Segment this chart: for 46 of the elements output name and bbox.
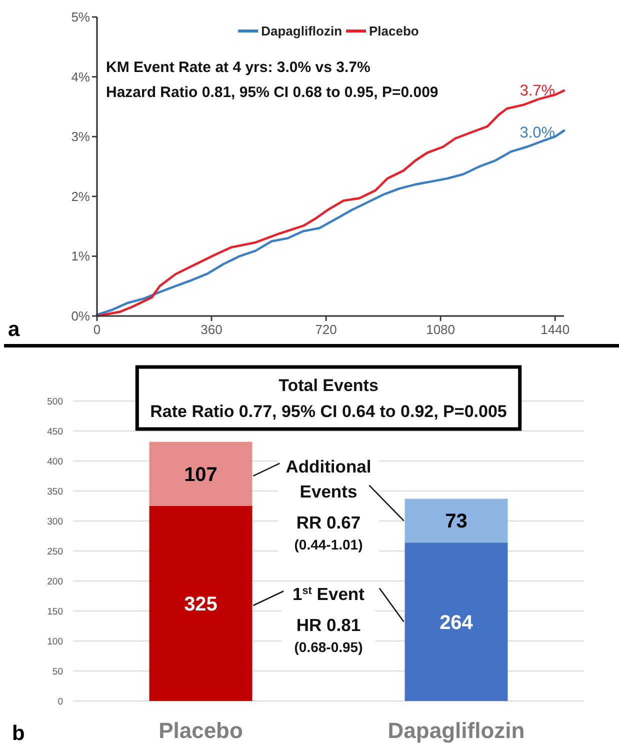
annotation: KM Event Rate at 4 yrs: 3.0% vs 3.7% (106, 59, 370, 76)
x-tick-label: 1080 (426, 322, 456, 337)
annotation: (0.68-0.95) (294, 639, 363, 656)
annotation: Hazard Ratio 0.81, 95% CI 0.68 to 0.95, P=0.009 (106, 84, 438, 101)
bar (149, 442, 252, 506)
y-tick-label: 200 (47, 576, 63, 588)
annotation: HR 0.81 (296, 615, 361, 636)
y-tick-label: 0 (58, 696, 63, 708)
y-tick-label: 1% (71, 248, 90, 264)
y-tick-label: 500 (47, 396, 63, 408)
y-tick-label: 0% (71, 308, 90, 324)
legend-label: Placebo (369, 24, 419, 38)
x-tick-label: 720 (315, 322, 337, 337)
chart-title: Total Events (278, 376, 378, 395)
y-tick-label: 100 (47, 636, 63, 648)
bar (149, 506, 252, 701)
text: a (8, 318, 20, 341)
legend-label: Dapagliflozin (261, 24, 342, 38)
y-tick-label: 150 (47, 606, 63, 618)
y-tick-label: 4% (71, 69, 90, 84)
data-label: 107 (184, 464, 218, 486)
y-tick-label: 400 (47, 456, 63, 468)
x-tick-label: 360 (200, 322, 222, 337)
series-label: Additional Events (286, 456, 372, 502)
x-tick-label: 1440 (540, 322, 570, 337)
data-label: 3.7% (520, 82, 556, 100)
annotation: (0.44-1.01) (294, 536, 363, 552)
data-label: 264 (440, 612, 474, 634)
y-tick-label: 350 (47, 486, 63, 498)
text: 1$^{st}$ Event (292, 584, 365, 604)
data-label: 73 (445, 510, 468, 533)
text: b (12, 722, 25, 745)
y-tick-label: 5% (71, 10, 90, 24)
y-tick-label: 450 (47, 426, 63, 438)
bar (404, 498, 508, 543)
chart-subtitle: Rate Ratio 0.77, 95% CI 0.64 to 0.92, P=0.005 (150, 402, 507, 421)
y-tick-label: 2% (71, 188, 90, 204)
y-tick-label: 300 (47, 516, 63, 528)
annotation: RR 0.67 (296, 512, 361, 532)
y-tick-label: 50 (52, 666, 63, 678)
x-tick-label: 0 (93, 322, 101, 337)
bar (404, 542, 508, 701)
y-tick-label: 250 (47, 546, 63, 558)
data-label: 3.0% (520, 124, 556, 142)
y-tick-label: 3% (71, 129, 90, 144)
data-label: 325 (184, 594, 218, 616)
